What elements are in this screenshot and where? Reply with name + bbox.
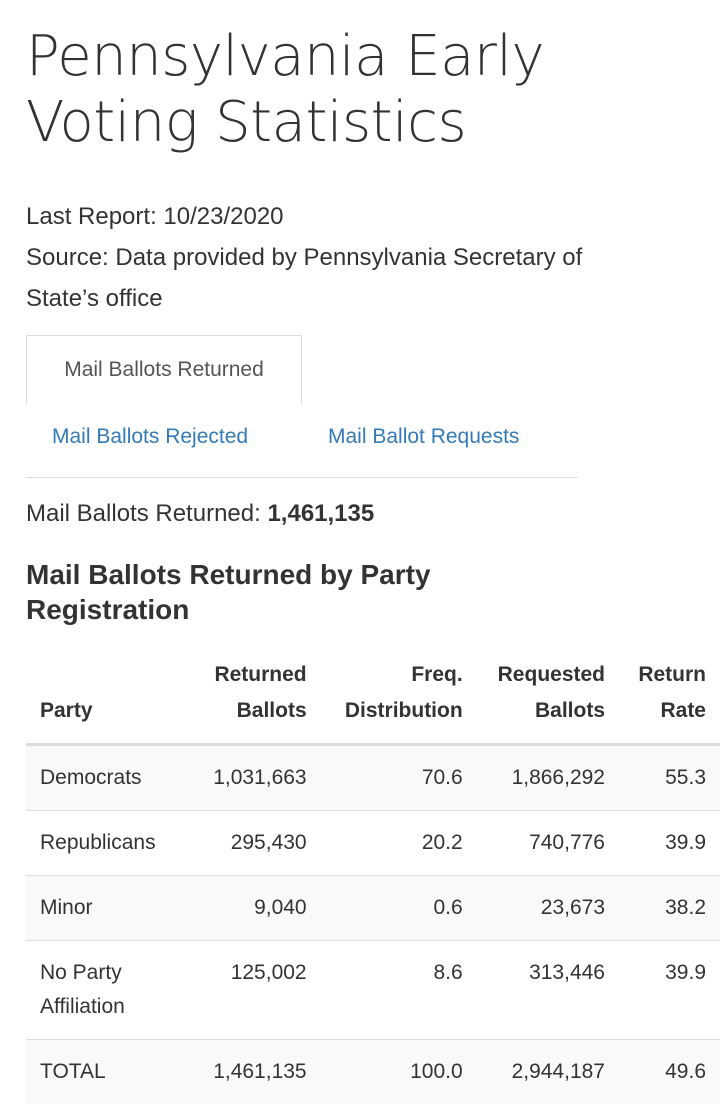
data-source: Source: Data provided by Pennsylvania Se… bbox=[26, 244, 583, 312]
cell-rate: 39.9 bbox=[619, 940, 720, 1040]
cell-returned: 125,002 bbox=[192, 940, 321, 1040]
summary-label: Mail Ballots Returned: bbox=[26, 500, 268, 527]
table-row: No Party Affiliation 125,002 8.6 313,446… bbox=[26, 940, 720, 1040]
cell-rate: 49.6 bbox=[619, 1039, 720, 1104]
cell-rate: 55.3 bbox=[619, 744, 720, 811]
last-report: Last Report: 10/23/2020 bbox=[26, 203, 284, 230]
tab-mail-ballots-rejected[interactable]: Mail Ballots Rejected bbox=[52, 425, 249, 448]
report-meta: Last Report: 10/23/2020 Source: Data pro… bbox=[26, 196, 586, 319]
cell-requested: 740,776 bbox=[476, 810, 619, 876]
tab-bar: Mail Ballots Returned Mail Ballots Rejec… bbox=[26, 335, 578, 478]
returned-summary: Mail Ballots Returned: 1,461,135 bbox=[26, 500, 374, 528]
table-row: Republicans 295,430 20.2 740,776 39.9 bbox=[26, 810, 720, 876]
header-returned-ballots: Returned Ballots bbox=[192, 657, 321, 746]
cell-returned: 295,430 bbox=[192, 810, 321, 876]
cell-requested: 23,673 bbox=[476, 875, 619, 941]
cell-requested: 2,944,187 bbox=[476, 1039, 619, 1104]
tab-mail-ballots-returned[interactable]: Mail Ballots Returned bbox=[26, 335, 302, 405]
header-freq-distribution: Freq. Distribution bbox=[320, 657, 477, 746]
page-title: Pennsylvania Early Voting Statistics bbox=[26, 24, 545, 155]
cell-returned: 9,040 bbox=[192, 875, 321, 941]
section-title: Mail Ballots Returned by Party Registrat… bbox=[26, 559, 431, 625]
cell-freq: 70.6 bbox=[320, 744, 477, 811]
party-table: Party Returned Ballots Freq. Distributio… bbox=[26, 657, 720, 1104]
cell-freq: 0.6 bbox=[320, 875, 477, 941]
cell-party: Minor bbox=[26, 875, 193, 941]
summary-value: 1,461,135 bbox=[267, 500, 375, 527]
table-header-row: Party Returned Ballots Freq. Distributio… bbox=[26, 657, 720, 746]
table-row: Democrats 1,031,663 70.6 1,866,292 55.3 bbox=[26, 744, 720, 811]
cell-freq: 100.0 bbox=[320, 1039, 477, 1104]
cell-party: Democrats bbox=[26, 744, 193, 811]
cell-rate: 39.9 bbox=[619, 810, 720, 876]
header-party: Party bbox=[26, 657, 193, 746]
header-return-rate: Return Rate bbox=[619, 657, 720, 746]
table-row-total: TOTAL 1,461,135 100.0 2,944,187 49.6 bbox=[26, 1039, 720, 1104]
cell-freq: 20.2 bbox=[320, 810, 477, 876]
header-requested-ballots: Requested Ballots bbox=[476, 657, 619, 746]
cell-returned: 1,031,663 bbox=[192, 744, 321, 811]
tab-mail-ballot-requests[interactable]: Mail Ballot Requests bbox=[328, 425, 520, 448]
cell-freq: 8.6 bbox=[320, 940, 477, 1040]
cell-requested: 313,446 bbox=[476, 940, 619, 1040]
cell-party: No Party Affiliation bbox=[26, 940, 193, 1040]
table-row: Minor 9,040 0.6 23,673 38.2 bbox=[26, 875, 720, 941]
cell-returned: 1,461,135 bbox=[192, 1039, 321, 1104]
cell-party: TOTAL bbox=[26, 1039, 193, 1104]
cell-requested: 1,866,292 bbox=[476, 744, 619, 811]
cell-rate: 38.2 bbox=[619, 875, 720, 941]
cell-party: Republicans bbox=[26, 810, 193, 876]
